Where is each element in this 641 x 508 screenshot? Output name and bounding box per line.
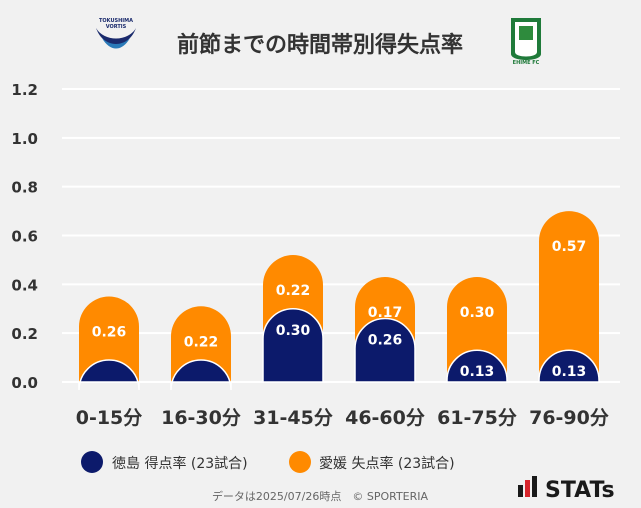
bar-label-tokushima: 0.13 bbox=[552, 364, 587, 380]
bar-label-tokushima: 0.26 bbox=[368, 333, 403, 349]
bar-tokushima bbox=[170, 359, 232, 391]
source-note: データは2025/07/26時点 © SPORTERIA bbox=[212, 489, 429, 503]
y-tick-label: 1.0 bbox=[11, 130, 38, 148]
x-tick-label: 76-90分 bbox=[529, 407, 609, 429]
y-tick-label: 1.2 bbox=[11, 81, 38, 99]
y-tick-label: 0.2 bbox=[11, 325, 38, 343]
bar-tokushima bbox=[538, 349, 600, 383]
bar-label-ehime: 0.22 bbox=[184, 334, 219, 350]
x-tick-label: 46-60分 bbox=[345, 407, 425, 429]
bars: 0.26 0.22 0.22 0.30 0.17 0.26 0.30 0.13 0.57 0.13 bbox=[78, 211, 600, 391]
x-tick-label: 0-15分 bbox=[76, 407, 143, 429]
bar-label-ehime: 0.22 bbox=[276, 283, 311, 299]
legend-label-tokushima: 徳島 得点率 (23試合) bbox=[112, 455, 248, 472]
bar-label-ehime: 0.57 bbox=[552, 239, 587, 255]
stats-logo-icon bbox=[518, 476, 537, 497]
left-logo-text-top: TOKUSHIMA bbox=[99, 18, 133, 24]
x-axis: 0-15分 16-30分 31-45分 46-60分 61-75分 76-90分 bbox=[76, 407, 609, 429]
bar-tokushima bbox=[78, 359, 140, 391]
grid bbox=[62, 88, 620, 383]
x-tick-label: 31-45分 bbox=[253, 407, 333, 429]
legend: 徳島 得点率 (23試合) 愛媛 失点率 (23試合) bbox=[81, 451, 455, 473]
legend-label-ehime: 愛媛 失点率 (23試合) bbox=[319, 455, 455, 472]
bar-label-ehime: 0.26 bbox=[92, 325, 127, 341]
legend-swatch-tokushima bbox=[81, 451, 103, 473]
x-tick-label: 61-75分 bbox=[437, 407, 517, 429]
legend-swatch-ehime bbox=[289, 451, 311, 473]
bar-ehime bbox=[171, 306, 232, 382]
bar-label-ehime: 0.17 bbox=[368, 305, 403, 321]
stats-brand: STATs bbox=[518, 476, 615, 503]
y-tick-label: 0.6 bbox=[11, 228, 38, 246]
right-team-logo: EHIME FC bbox=[511, 18, 541, 66]
bar-ehime bbox=[539, 211, 599, 382]
bar-ehime bbox=[79, 296, 139, 382]
y-tick-label: 0.4 bbox=[11, 276, 38, 294]
y-tick-label: 0.0 bbox=[11, 374, 38, 392]
bar-label-ehime: 0.30 bbox=[460, 305, 495, 321]
bar-tokushima bbox=[262, 308, 324, 383]
left-team-logo: TOKUSHIMA VORTIS bbox=[96, 18, 136, 49]
left-logo-text-bottom: VORTIS bbox=[106, 24, 127, 30]
chart-title: 前節までの時間帯別得失点率 bbox=[177, 32, 463, 58]
bar-label-tokushima: 0.30 bbox=[276, 323, 311, 339]
bar-tokushima bbox=[354, 317, 416, 383]
y-tick-label: 0.8 bbox=[11, 179, 38, 197]
y-axis: 0.0 0.2 0.4 0.6 0.8 1.0 1.2 bbox=[11, 81, 38, 392]
stats-brand-text: STATs bbox=[545, 478, 615, 503]
bar-label-tokushima: 0.13 bbox=[460, 364, 495, 380]
x-tick-label: 16-30分 bbox=[161, 407, 241, 429]
right-logo-text: EHIME FC bbox=[513, 60, 540, 66]
bar-tokushima bbox=[446, 349, 508, 383]
